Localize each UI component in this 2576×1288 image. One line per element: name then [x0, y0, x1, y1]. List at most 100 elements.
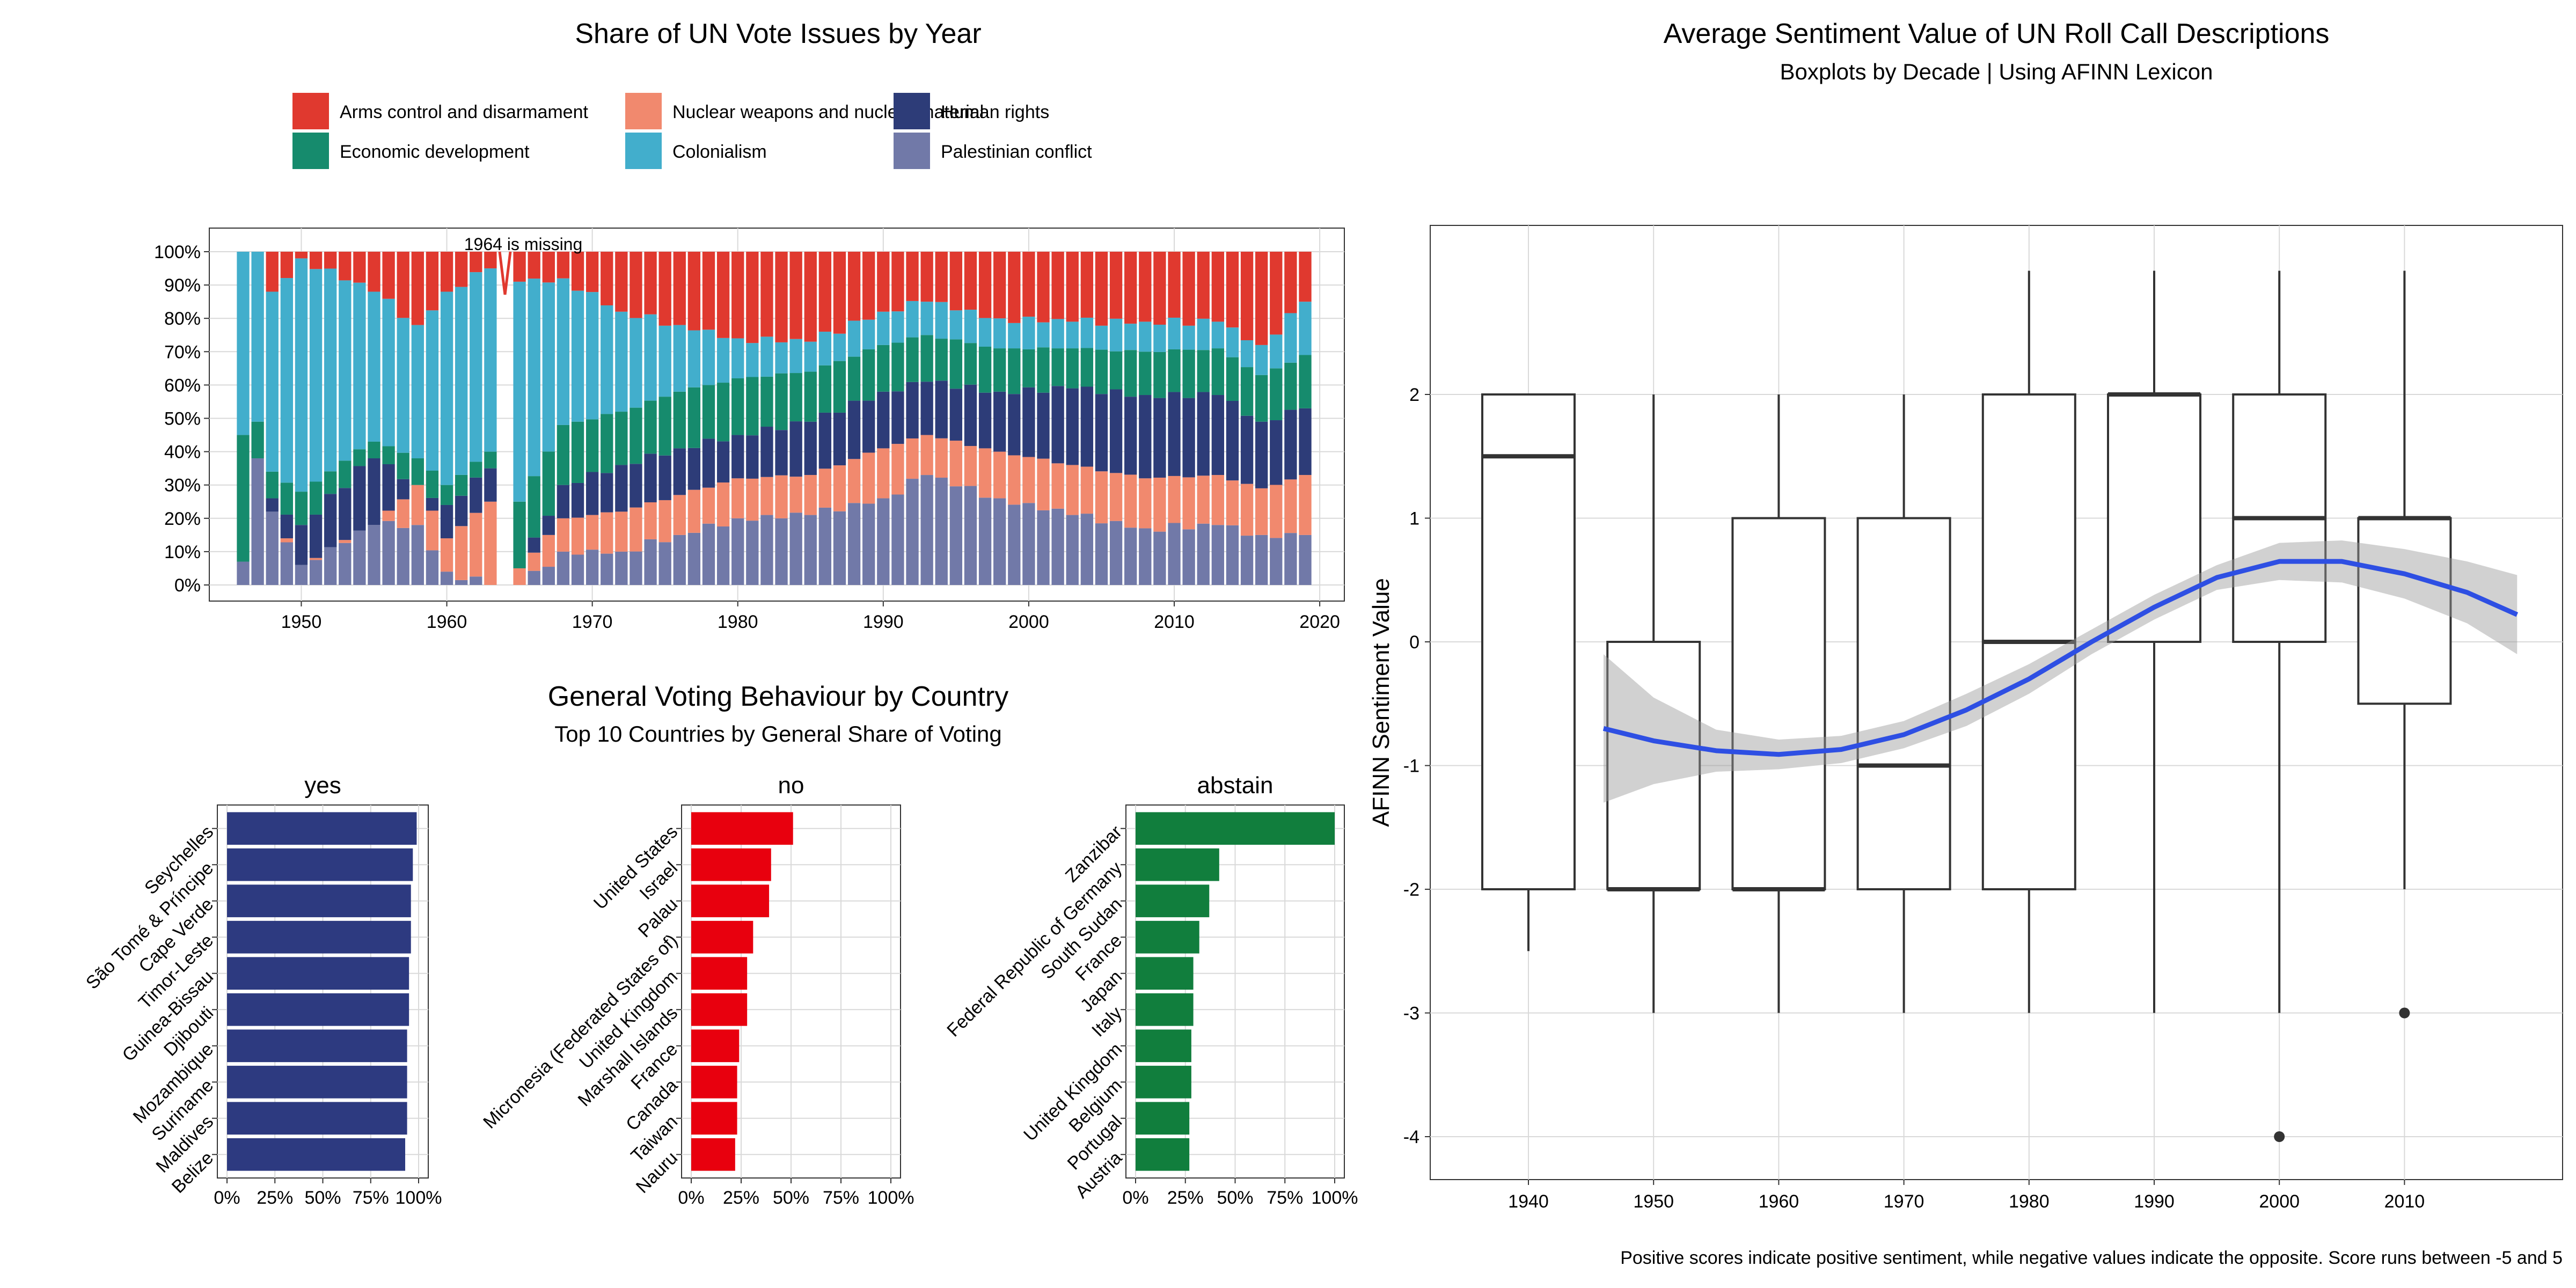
bar-nuclear-weapons-and-nuclear-material: [426, 510, 439, 551]
x-tick-label: 1990: [2134, 1191, 2175, 1212]
bar-nuclear-weapons-and-nuclear-material: [440, 538, 453, 572]
bar-timor-leste: [227, 920, 411, 954]
bar-economic-development: [1197, 350, 1210, 392]
bar-palestinian-conflict: [280, 542, 293, 585]
bar-economic-development: [847, 356, 861, 401]
bar-palestinian-conflict: [1037, 510, 1050, 585]
y-tick-label: 0: [1409, 632, 1419, 653]
bar-colonialism: [397, 318, 409, 453]
bar-colonialism: [964, 310, 977, 343]
bar-colonialism: [440, 291, 453, 485]
bar-human-rights: [731, 435, 744, 479]
bar-belgium: [1136, 1065, 1191, 1099]
bar-human-rights: [891, 391, 904, 444]
issues-stacked-bar-chart: 0% 10% 20% 30% 40% 50% 60% 70% 80% 90% 100% 1950 196…: [154, 228, 1345, 632]
legend-label-economic-development: Economic development: [340, 142, 530, 162]
bar-economic-development: [1153, 352, 1166, 398]
bar-nuclear-weapons-and-nuclear-material: [571, 517, 584, 555]
bar-nuclear-weapons-and-nuclear-material: [339, 540, 352, 543]
bar-human-rights: [644, 453, 657, 502]
bar-suriname: [227, 1065, 407, 1099]
x-tick-label: 50%: [304, 1188, 341, 1208]
bar-arms-control-and-disarmament: [877, 252, 890, 312]
bar-nuclear-weapons-and-nuclear-material: [615, 511, 628, 552]
bar-human-rights: [484, 468, 497, 502]
bar-arms-control-and-disarmament: [309, 252, 323, 269]
bar-palestinian-conflict: [557, 551, 570, 585]
bar-colonialism: [1270, 334, 1283, 369]
bar-arms-control-and-disarmament: [470, 252, 482, 273]
bar-palestinian-conflict: [804, 515, 817, 585]
bar-colonialism: [411, 325, 424, 459]
bar-human-rights: [1168, 392, 1181, 476]
bar-arms-control-and-disarmament: [789, 252, 802, 339]
bar-nuclear-weapons-and-nuclear-material: [1066, 465, 1079, 515]
bar-palestinian-conflict: [847, 503, 861, 585]
bar-arms-control-and-disarmament: [1109, 252, 1123, 319]
legend-key-arms-control-and-disarmament: [292, 93, 329, 129]
bar-palestinian-conflict: [382, 521, 395, 585]
bar-human-rights: [702, 438, 715, 488]
bar-palestinian-conflict: [1022, 503, 1035, 585]
bar-economic-development: [237, 435, 250, 562]
bar-colonialism: [513, 281, 526, 502]
legend-key-palestinian-conflict: [894, 133, 930, 169]
bar-palestinian-conflict: [586, 550, 599, 585]
bar-human-rights: [280, 514, 293, 539]
bar-colonialism: [368, 291, 380, 442]
bar-palestinian-conflict: [935, 478, 948, 585]
bar-colonialism: [571, 290, 584, 422]
y-tick-label: 1: [1409, 509, 1419, 529]
bar-economic-development: [716, 383, 730, 442]
bar-nuclear-weapons-and-nuclear-material: [775, 475, 788, 518]
bar-arms-control-and-disarmament: [353, 252, 366, 283]
sentiment-chart-subtitle: Boxplots by Decade | Using AFINN Lexicon: [1780, 59, 2213, 84]
bar-human-rights: [877, 391, 890, 449]
x-tick-label: 25%: [723, 1188, 759, 1208]
bar-colonialism: [789, 339, 802, 374]
y-tick-label: -1: [1403, 756, 1419, 777]
bar-human-rights: [397, 479, 409, 500]
bar-economic-development: [397, 452, 409, 479]
x-tick-label: 0%: [678, 1188, 704, 1208]
bar-nuclear-weapons-and-nuclear-material: [702, 487, 715, 524]
bar-human-rights: [906, 382, 919, 438]
bar-arms-control-and-disarmament: [702, 252, 715, 330]
bar-economic-development: [1211, 348, 1224, 396]
bar-economic-development: [920, 335, 933, 382]
bar-palestinian-conflict: [528, 570, 540, 585]
bar-palestinian-conflict: [993, 498, 1006, 585]
bar-colonialism: [1066, 321, 1079, 349]
bar-arms-control-and-disarmament: [1240, 252, 1254, 340]
bar-palestinian-conflict: [237, 561, 250, 585]
bar-colonialism: [1022, 317, 1035, 349]
bar-human-rights: [1182, 398, 1195, 478]
bar-economic-development: [368, 441, 380, 459]
bar-human-rights: [586, 472, 599, 515]
bar-economic-development: [818, 365, 832, 413]
bar-palestinian-conflict: [818, 507, 832, 585]
bar-colonialism: [528, 279, 540, 477]
bar-colonialism: [1037, 322, 1050, 348]
bar-nuclear-weapons-and-nuclear-material: [1139, 478, 1152, 529]
bar-arms-control-and-disarmament: [818, 252, 832, 332]
bar-nuclear-weapons-and-nuclear-material: [484, 501, 497, 585]
bar-palestinian-conflict: [746, 521, 759, 585]
bar-arms-control-and-disarmament: [847, 252, 861, 321]
bar-economic-development: [1182, 349, 1195, 398]
bar-arms-control-and-disarmament: [484, 252, 497, 269]
bar-palestinian-conflict: [426, 550, 439, 585]
bar-israel: [691, 848, 771, 881]
bar-human-rights: [1095, 394, 1108, 472]
bar-human-rights: [542, 516, 555, 535]
y-tick-label: 0%: [174, 575, 201, 596]
bar-economic-development: [906, 337, 919, 382]
bar-palestinian-conflict: [615, 551, 628, 585]
bar-colonialism: [702, 330, 715, 385]
legend-label-nuclear-weapons-and-nuclear-material: Nuclear weapons and nuclear material: [672, 102, 984, 122]
bar-palestinian-conflict: [470, 576, 482, 585]
bar-economic-development: [295, 492, 308, 525]
bar-colonialism: [353, 282, 366, 450]
bar-nuclear-weapons-and-nuclear-material: [1168, 475, 1181, 523]
